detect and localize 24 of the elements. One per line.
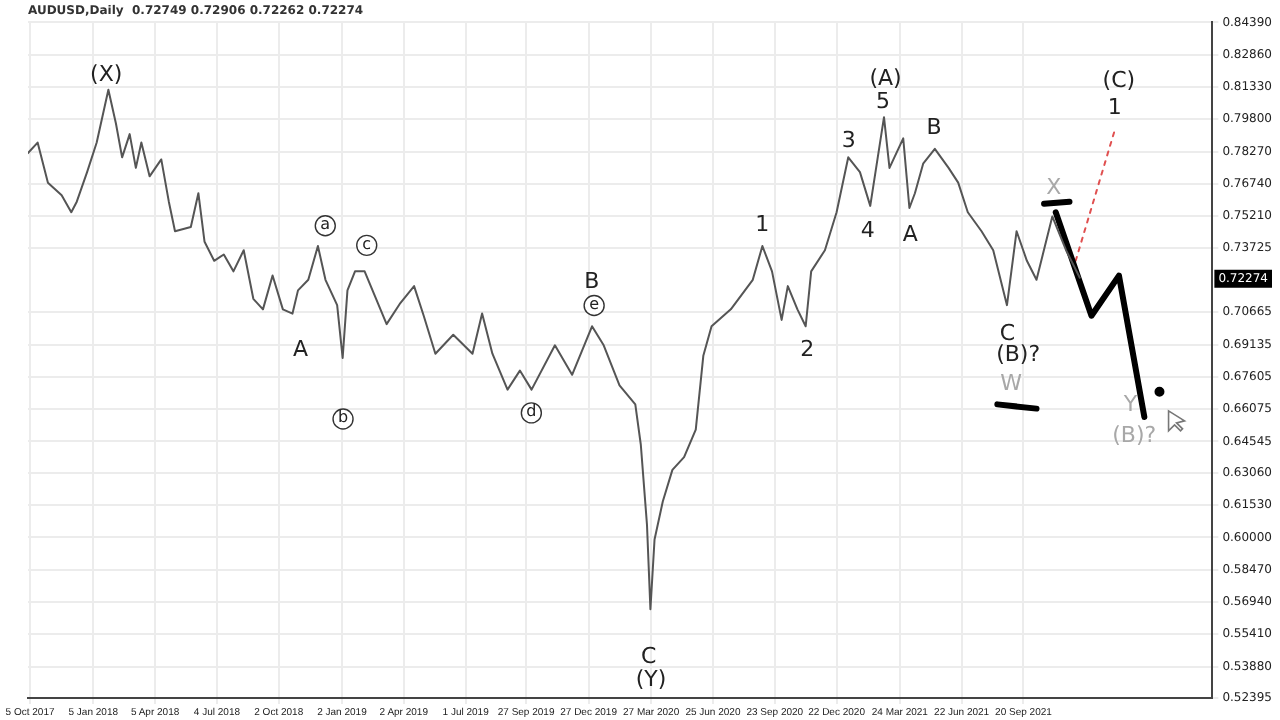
- annotation: (X): [90, 60, 123, 87]
- annotation: 5: [876, 87, 891, 114]
- annotation: d: [526, 402, 537, 421]
- annotation: C: [640, 642, 657, 669]
- annotation: W: [1000, 369, 1023, 396]
- annotation: 1: [755, 210, 770, 237]
- annotation: a: [320, 214, 331, 233]
- annotation: c: [362, 234, 372, 253]
- annotation: (A): [869, 64, 902, 91]
- annotation: b: [337, 408, 349, 427]
- annotation: (C): [1102, 66, 1136, 93]
- annotation: (B)?: [1112, 422, 1157, 449]
- annotation: 4: [860, 216, 875, 243]
- annotation: e: [589, 294, 600, 313]
- annotation: X: [1046, 173, 1063, 200]
- annotation: Y: [1121, 390, 1138, 417]
- annotation: 1: [1107, 93, 1122, 120]
- annotation: (Y): [635, 666, 667, 693]
- annotation: 2: [800, 336, 815, 363]
- annotation: B: [584, 267, 600, 294]
- annotation: A: [902, 220, 919, 247]
- annotation: 3: [841, 127, 856, 154]
- annotation: B: [926, 113, 942, 140]
- annotation: A: [292, 336, 309, 363]
